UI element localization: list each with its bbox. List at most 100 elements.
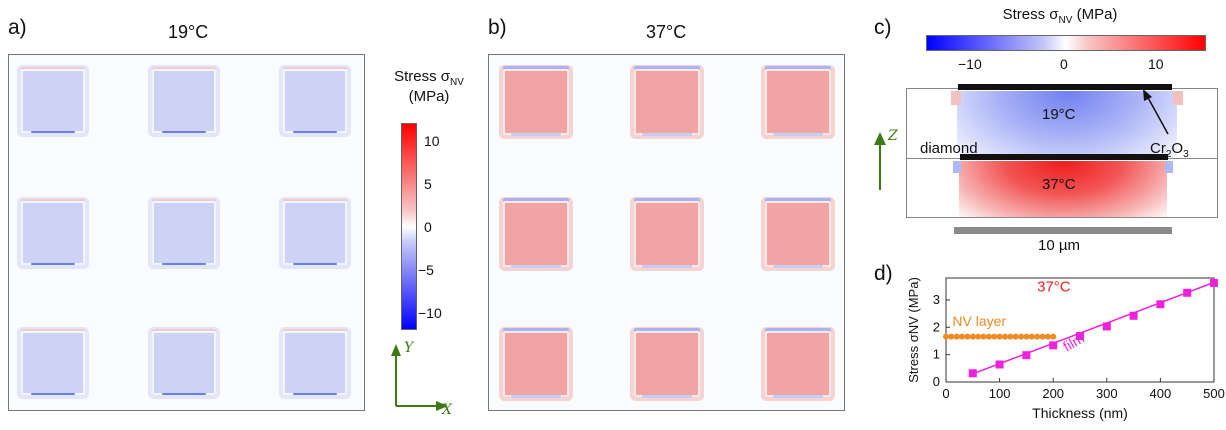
- pad-square: [283, 201, 347, 265]
- colorbar-tick: −10: [418, 305, 442, 321]
- nv-layer-point: [1018, 333, 1025, 340]
- nv-layer-point: [969, 333, 976, 340]
- stress-region-negative: [957, 91, 1177, 161]
- pad-square: [152, 331, 216, 395]
- stress-map-19c: [8, 54, 365, 411]
- pad-square: [503, 69, 569, 136]
- y-tick-label: 1: [933, 347, 940, 362]
- cross-section-colorbar: [926, 35, 1206, 51]
- nv-layer-point: [980, 333, 987, 340]
- colorbar-tick: −5: [418, 262, 434, 278]
- cr2o3-pointer-arrow: [1143, 89, 1169, 135]
- chart-title: 37°C: [1037, 279, 1071, 296]
- y-tick-label: 0: [933, 374, 940, 389]
- nv-layer-point: [975, 333, 982, 340]
- pad-square: [765, 201, 831, 268]
- film-point: [1183, 288, 1192, 297]
- y-axis-label: Stress σNV (MPa): [906, 277, 921, 383]
- pad-square: [152, 69, 216, 133]
- cross-section-19c-label: 19°C: [1042, 106, 1076, 123]
- scale-bar: [954, 227, 1172, 234]
- film-point: [1076, 332, 1084, 341]
- pad-square: [21, 201, 85, 265]
- edge-highlight: [1165, 161, 1173, 173]
- pad-square: [283, 69, 347, 133]
- pad-square: [283, 331, 347, 395]
- nv-layer-point: [985, 333, 992, 340]
- x-tick-label: 0: [942, 386, 949, 401]
- y-axis-letter: Y: [404, 340, 414, 356]
- y-tick-label: 3: [933, 292, 940, 307]
- panel-d-label: d): [874, 262, 893, 285]
- nv-layer-point: [964, 333, 971, 340]
- x-tick-label: 100: [989, 386, 1011, 401]
- pad-square: [503, 201, 569, 268]
- edge-highlight: [1173, 91, 1183, 105]
- film-point: [1129, 311, 1138, 320]
- x-tick-label: 200: [1042, 386, 1064, 401]
- nv-layer-point: [1007, 333, 1014, 340]
- z-axis-icon: [874, 132, 886, 190]
- cross-section-37c-label: 37°C: [1042, 176, 1076, 193]
- film-point: [1102, 322, 1111, 331]
- edge-highlight: [951, 91, 961, 105]
- cr2o3-film-19c: [958, 84, 1172, 90]
- nv-layer-series-label: NV layer: [952, 313, 1006, 329]
- xy-axes-icon: [391, 344, 448, 411]
- pad-square: [21, 69, 85, 133]
- nv-layer-point: [1023, 333, 1030, 340]
- panel-c-label: c): [874, 16, 892, 39]
- pad-square: [21, 331, 85, 395]
- x-tick-label: 500: [1203, 386, 1225, 401]
- nv-layer-point: [1012, 333, 1019, 340]
- pad-square: [503, 331, 569, 398]
- pad-square: [634, 69, 700, 136]
- cross-section-colorbar-title: Stress σNV (MPa): [1002, 6, 1118, 26]
- z-axis-letter: Z: [888, 128, 898, 144]
- colorbar-tick: 5: [424, 176, 432, 192]
- nv-layer-point: [1039, 333, 1046, 340]
- nv-layer-point: [1050, 333, 1057, 340]
- nv-layer-point: [959, 333, 966, 340]
- nv-layer-point: [996, 333, 1003, 340]
- pad-square: [152, 201, 216, 265]
- cross-section-colorbar-tick: 10: [1148, 56, 1164, 72]
- panel-b-label: b): [488, 16, 507, 39]
- film-point: [995, 360, 1004, 369]
- cr2o3-film-37c: [960, 154, 1168, 160]
- cross-section-colorbar-tick: 0: [1060, 56, 1068, 72]
- plot-frame: [945, 277, 1215, 383]
- pad-square: [765, 69, 831, 136]
- cross-section-19c: [906, 88, 1218, 162]
- y-tick-label: 2: [933, 319, 940, 334]
- cross-section-colorbar-tick: −10: [958, 56, 982, 72]
- film-point: [968, 369, 977, 378]
- pad-square: [634, 201, 700, 268]
- x-tick-label: 400: [1150, 386, 1172, 401]
- nv-layer-point: [953, 333, 960, 340]
- nv-layer-point: [1028, 333, 1035, 340]
- film-point: [1022, 351, 1031, 360]
- x-tick-label: 300: [1096, 386, 1118, 401]
- stress-region-positive: [959, 161, 1167, 217]
- nv-layer-point: [1034, 333, 1041, 340]
- thickness-stress-chart: 0 100 200 300 400 500 0 1 2 3 Thickness (nm) Stress…: [906, 277, 1225, 421]
- cr2o3-label: Cr2O3: [1150, 140, 1189, 160]
- nv-layer-point: [1001, 333, 1008, 340]
- pad-square: [765, 331, 831, 398]
- nv-layer-point: [1044, 333, 1051, 340]
- panel-b-temperature: 37°C: [646, 22, 687, 42]
- film-point: [1049, 341, 1058, 350]
- film-point: [1210, 278, 1218, 287]
- scale-bar-label: 10 µm: [1038, 237, 1080, 254]
- nv-layer-point: [948, 333, 955, 340]
- colorbar-tick: 0: [424, 219, 432, 235]
- pad-square: [634, 331, 700, 398]
- nv-layer-point: [943, 333, 949, 340]
- colorbar-title: Stress σNV (MPa): [394, 68, 464, 105]
- x-axis-letter: X: [442, 402, 452, 418]
- nv-layer-point: [991, 333, 998, 340]
- x-axis-label: Thickness (nm): [1032, 405, 1128, 421]
- colorbar-tick: 10: [424, 133, 440, 149]
- edge-highlight: [953, 161, 961, 173]
